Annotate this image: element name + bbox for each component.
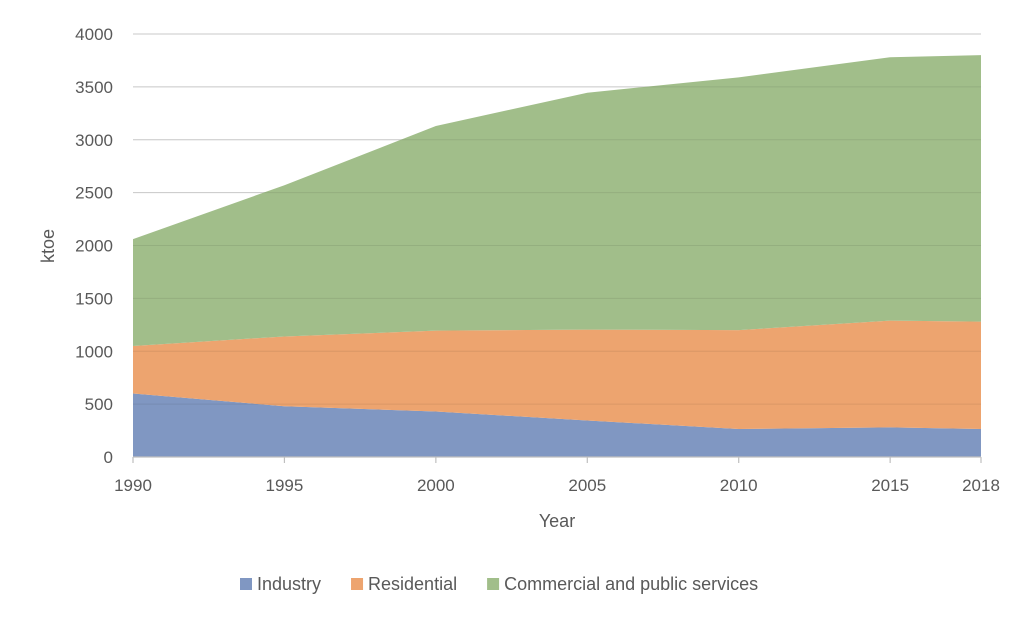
area-series-commercial-and-public-services <box>133 55 981 346</box>
y-tick-label: 0 <box>104 448 113 467</box>
y-tick-labels: 0 500 1000 1500 2000 2500 3000 3500 4000 <box>75 25 113 467</box>
legend-item: Industry <box>240 574 321 594</box>
legend-label: Commercial and public services <box>504 574 758 594</box>
x-tick-label: 2015 <box>871 476 909 495</box>
y-tick-label: 1000 <box>75 342 113 361</box>
legend-label: Industry <box>257 574 321 594</box>
legend-swatch <box>487 578 500 590</box>
axes <box>132 456 982 463</box>
legend-swatch <box>240 578 252 590</box>
y-tick-label: 4000 <box>75 25 113 44</box>
x-tick-label: 2018 <box>962 476 1000 495</box>
x-tick-label: 1995 <box>266 476 304 495</box>
x-tick-label: 2010 <box>720 476 758 495</box>
x-tick-labels: 1990 1995 2000 2005 2010 2015 2018 <box>114 476 1000 495</box>
area-series-residential <box>133 320 981 429</box>
x-tick-label: 2005 <box>568 476 606 495</box>
legend-item: Commercial and public services <box>487 574 758 594</box>
y-tick-label: 1500 <box>75 289 113 308</box>
y-tick-label: 2000 <box>75 237 113 256</box>
legend: Industry Residential Commercial and public… <box>240 574 758 594</box>
y-tick-label: 3000 <box>75 131 113 150</box>
x-tick-label: 1990 <box>114 476 152 495</box>
legend-item: Residential <box>351 574 457 594</box>
y-tick-label: 500 <box>85 395 113 414</box>
y-tick-label: 3500 <box>75 78 113 97</box>
area-series-layer <box>133 33 981 457</box>
x-axis-title: Year <box>539 511 575 531</box>
y-tick-label: 2500 <box>75 184 113 203</box>
legend-swatch <box>351 578 364 590</box>
x-tick-label: 2000 <box>417 476 455 495</box>
area-series-industry <box>133 393 981 457</box>
y-axis-title: ktoe <box>38 229 58 263</box>
legend-label: Residential <box>368 574 457 594</box>
